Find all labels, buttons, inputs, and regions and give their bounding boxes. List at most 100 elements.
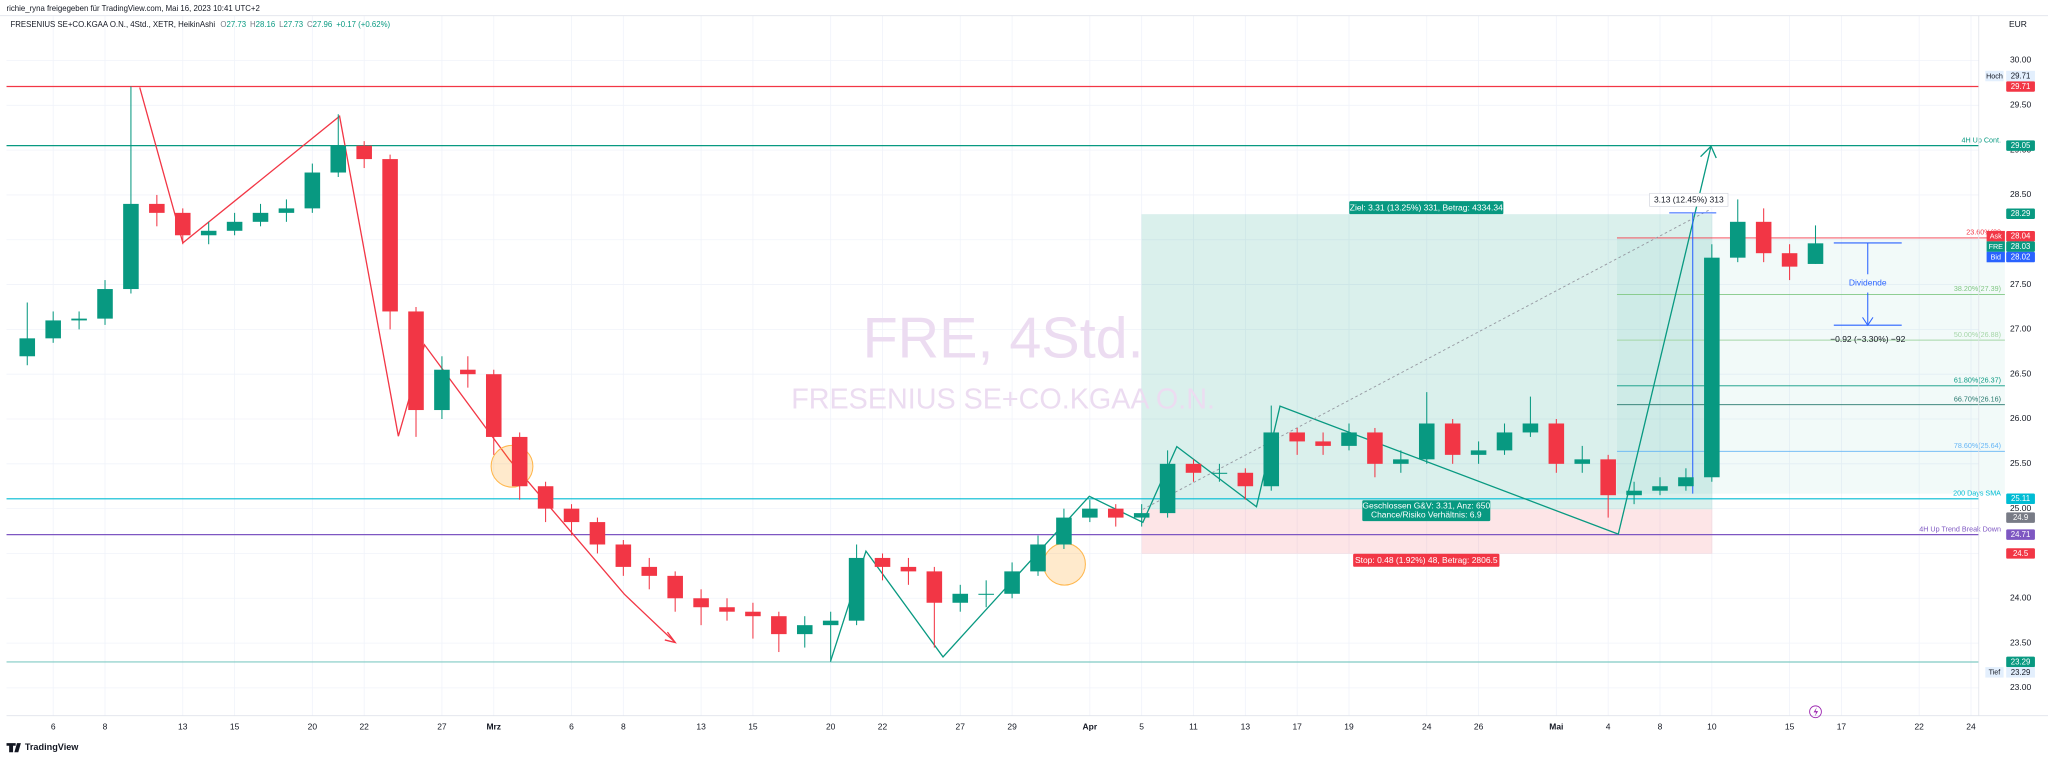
legend-value: 27.73 <box>284 20 304 29</box>
candle-body <box>1729 221 1746 258</box>
price-tag-name-box <box>1986 230 2005 242</box>
fib-label: 50.00%(26.88) <box>1954 331 2001 339</box>
candle-body <box>978 593 994 595</box>
legend-key: H <box>250 20 256 29</box>
price-tag-box <box>2006 230 2035 242</box>
x-tick-label: 5 <box>1139 722 1144 732</box>
candle-body <box>693 598 709 608</box>
candle-body <box>1107 508 1124 518</box>
price-tag-name: Bid <box>1991 253 2001 261</box>
x-tick-label: 8 <box>103 722 108 732</box>
candle-body <box>252 212 269 222</box>
candle-body <box>1030 544 1046 572</box>
price-tag-name: Ask <box>1990 232 2002 240</box>
candle-body <box>874 557 891 567</box>
y-tick-label: 25.50 <box>2010 458 2031 468</box>
legend-value: 27.73 <box>226 20 246 29</box>
candle-body <box>330 145 347 173</box>
x-tick-label: 26 <box>1474 722 1484 732</box>
price-tag-name-box <box>1985 70 2004 82</box>
ratio-label: Chance/Risiko Verhältnis: 6.9 <box>1371 509 1482 519</box>
candle-body <box>771 616 787 635</box>
y-tick-label: 27.00 <box>2010 324 2031 334</box>
price-tag-value: 24.5 <box>2013 549 2029 558</box>
legend-key: C <box>307 20 313 29</box>
candle-body <box>796 625 813 635</box>
stop-label-box <box>1353 553 1500 567</box>
candle-body <box>1652 486 1668 491</box>
header: richie_ryna freigegeben für TradingView.… <box>7 4 260 13</box>
y-tick-label: 26.50 <box>2010 368 2031 378</box>
price-tag-name-box <box>1985 667 2004 678</box>
price-tags: 29.71 Hoch 29.71 29.05 28.29 28.04 Ask 28.03 FRE… <box>1985 70 2035 678</box>
x-tick-label: 13 <box>696 722 706 732</box>
legend-key: L <box>279 20 284 29</box>
candle-body <box>1289 432 1305 442</box>
x-tick-label: 4 <box>1606 722 1611 732</box>
x-tick-label: 20 <box>826 722 836 732</box>
candle-body <box>1056 517 1072 545</box>
candle-body <box>200 230 217 236</box>
price-tag-box <box>2006 656 2035 668</box>
x-tick-label: 13 <box>1241 722 1251 732</box>
candle-body <box>71 318 87 321</box>
candle-body <box>1626 490 1642 496</box>
x-tick-label: Mai <box>1549 722 1563 732</box>
brand-logo <box>6 743 21 753</box>
candle-body <box>1755 221 1772 254</box>
price-tag-box <box>2006 251 2035 263</box>
price-tag-box <box>2006 208 2035 219</box>
candle-body <box>1704 257 1720 478</box>
fib-zone <box>1616 238 2005 494</box>
highlight-circle <box>1043 542 1086 586</box>
legend: FRESENIUS SE+CO.KGAA O.N., 4Std., XETR, … <box>10 20 390 29</box>
x-tick-label: 24 <box>1966 722 1976 732</box>
x-tick-label: 15 <box>748 722 758 732</box>
price-tag-box <box>2006 493 2035 505</box>
candle-body <box>149 203 165 213</box>
candle-body <box>952 593 969 603</box>
price-tag-box <box>2006 548 2035 559</box>
candle-body <box>1185 463 1202 473</box>
candle-body <box>719 607 735 612</box>
price-tag-value: 24.9 <box>2013 513 2028 522</box>
price-tag-box <box>2006 512 2035 523</box>
price-tag-value: 28.03 <box>2011 242 2031 251</box>
candle-body <box>1574 459 1591 464</box>
x-tick-label: 17 <box>1292 722 1302 732</box>
y-tick-label: 26.00 <box>2010 413 2031 423</box>
price-tag-value: 29.71 <box>2011 82 2031 91</box>
x-tick-label: 8 <box>621 722 626 732</box>
y-tick-label: 25.00 <box>2010 503 2031 513</box>
target-label-box <box>1349 201 1504 215</box>
grid <box>6 15 1979 716</box>
x-tick-label: 11 <box>1189 722 1198 732</box>
candle-body <box>356 145 372 160</box>
candle-body <box>19 338 36 357</box>
y-tick-label: 27.50 <box>2010 279 2031 289</box>
dividend-label: Dividende <box>1849 278 1887 288</box>
move-label: 3.13 (12.45%) 313 <box>1654 195 1724 205</box>
fib-label: 78.60%(25.64) <box>1954 442 2001 450</box>
candle-body <box>45 320 61 339</box>
x-tick-label: 24 <box>1422 722 1432 732</box>
candle-body <box>822 620 839 626</box>
candle-body <box>1211 472 1228 474</box>
candle-body <box>1678 477 1694 487</box>
price-tag-name-box <box>1986 241 2005 252</box>
event-icon[interactable] <box>1809 705 1822 719</box>
candle-body <box>667 575 683 599</box>
price-tag-value: 28.29 <box>2011 209 2031 218</box>
watermark-subtitle: FRESENIUS SE+CO.KGAA O.N. <box>791 384 1215 416</box>
candle-body <box>304 172 321 209</box>
price-tag-value: 23.29 <box>2011 657 2031 666</box>
candle-body <box>1600 459 1616 496</box>
price-tag-box <box>2006 667 2035 678</box>
legend-value: 28.16 <box>256 20 276 29</box>
legend-change: +0.17 (+0.62%) <box>336 20 390 29</box>
candle-body <box>382 159 398 312</box>
legend-value: 27.96 <box>313 20 333 29</box>
candle-body <box>537 486 554 509</box>
